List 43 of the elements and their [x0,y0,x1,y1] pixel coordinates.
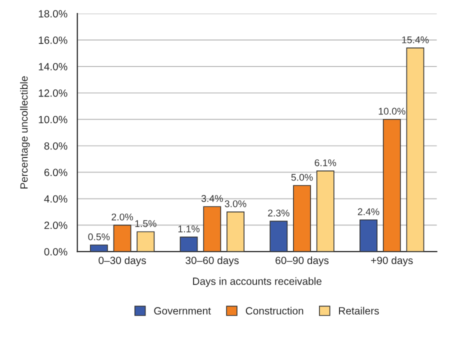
data-label: 10.0% [378,108,406,115]
data-label: 6.1% [314,159,336,166]
y-tick-label: 8.0% [44,142,68,150]
bar [113,224,132,252]
bar [203,206,222,252]
x-tick-label: 60–90 days [276,256,329,266]
legend-label: Construction [246,306,304,315]
y-tick-label: 0.0% [44,248,68,256]
y-tick-label: 14.0% [38,62,68,70]
data-label: 1.5% [135,220,156,228]
bar [270,220,288,252]
data-label: 2.0% [112,214,134,220]
y-axis-title: Percentage uncollectible [20,76,30,188]
x-tick-label: +90 days [371,256,413,266]
y-tick-label: 12.0% [38,89,68,97]
legend-label: Government [154,307,211,315]
data-label: 2.3% [268,210,290,216]
y-tick-label: 18.0% [38,10,68,18]
y-tick-label: 4.0% [44,195,68,203]
bar [293,185,311,252]
bar [360,219,378,252]
data-label: 1.1% [178,226,200,232]
bar [226,212,244,252]
x-tick-label: 30–60 days [186,256,239,266]
data-label: 0.5% [88,233,110,240]
bar [406,48,424,252]
bar [382,118,401,252]
data-label: 2.4% [358,208,380,216]
data-label: 3.4% [201,195,223,202]
x-axis-title: Days in accounts receivable [193,277,322,287]
legend-label: Retailers [339,306,379,315]
y-tick-label: 16.0% [38,36,68,44]
bar [316,170,334,252]
bar [136,231,155,252]
data-label: 5.0% [291,174,313,181]
bar [90,244,108,252]
data-label: 15.4% [402,36,429,44]
data-label: 3.0% [224,200,246,208]
y-tick-label: 2.0% [44,222,68,230]
x-tick-label: 0–30 days [98,256,146,266]
y-tick-label: 10.0% [38,116,68,124]
bar [180,236,198,252]
y-tick-label: 6.0% [44,168,68,176]
